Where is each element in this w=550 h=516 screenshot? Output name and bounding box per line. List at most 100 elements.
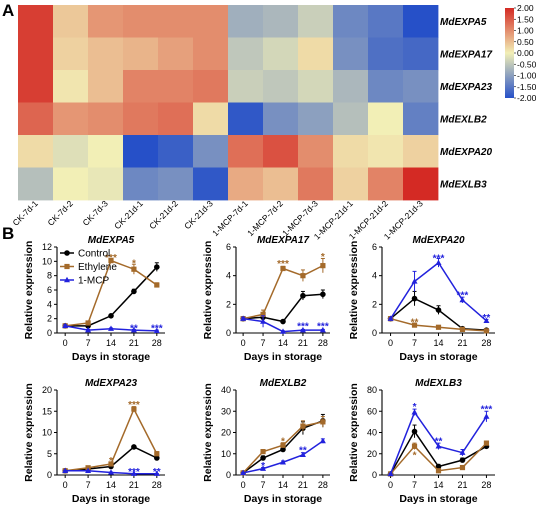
heatmap-cell xyxy=(18,167,54,201)
heatmap-column-label: CK-7d-1 xyxy=(10,198,40,228)
data-point xyxy=(260,449,266,455)
x-tick-label: 28 xyxy=(481,480,491,490)
significance-marker: ** xyxy=(299,446,307,457)
series-Ethylene xyxy=(240,257,326,322)
x-axis-label: Days in storage xyxy=(72,493,150,505)
colorbar-tick-label: 0.00 xyxy=(517,48,534,58)
chart-title: MdEXPA23 xyxy=(85,378,137,389)
significance-marker: *** xyxy=(151,324,163,335)
data-point xyxy=(280,265,286,272)
y-tick-label: 20 xyxy=(42,385,52,395)
x-tick-label: 7 xyxy=(261,480,266,490)
heatmap-cell xyxy=(228,135,264,168)
significance-marker: *** xyxy=(128,400,140,411)
significance-marker: ** xyxy=(411,317,419,328)
x-tick-label: 0 xyxy=(241,480,246,490)
colorbar-tick-label: 0.50 xyxy=(517,37,534,47)
heatmap-cell xyxy=(53,5,89,38)
heatmap-cell xyxy=(18,102,54,136)
data-point xyxy=(280,318,286,325)
data-point xyxy=(108,313,114,319)
legend-label: Control xyxy=(78,249,110,260)
heatmap-column-label: CK-21d-3 xyxy=(182,198,215,231)
heatmap-column-label: CK-21d-2 xyxy=(147,198,180,231)
data-point xyxy=(240,469,247,476)
data-point xyxy=(64,263,70,270)
heatmap-cell xyxy=(158,167,194,201)
significance-marker: *** xyxy=(457,291,469,302)
heatmap-cell xyxy=(53,37,89,71)
chart-title: MdEXPA5 xyxy=(88,235,135,246)
data-point xyxy=(260,318,267,324)
colorbar-tick-label: 2.00 xyxy=(517,3,534,13)
y-tick-label: 0 xyxy=(226,470,231,480)
heatmap-cell xyxy=(333,102,369,136)
x-axis-label: Days in storage xyxy=(72,351,150,363)
data-point xyxy=(62,322,69,329)
data-point xyxy=(280,442,286,448)
x-tick-label: 21 xyxy=(129,480,139,490)
data-point xyxy=(435,463,442,470)
heatmap-row-label: MdEXPA5 xyxy=(440,17,487,28)
heatmap-cell xyxy=(228,70,264,103)
significance-marker: * xyxy=(281,436,285,447)
y-tick-label: 60 xyxy=(367,406,377,416)
heatmap-cell xyxy=(298,167,334,201)
x-tick-label: 14 xyxy=(106,338,116,348)
heatmap-cell xyxy=(193,5,229,38)
heatmap-row-label: MdEXPA23 xyxy=(440,82,492,93)
data-point xyxy=(483,328,490,334)
heatmap-cell xyxy=(263,70,299,103)
x-tick-label: 28 xyxy=(318,480,328,490)
heatmap-column-label: 1-MCP-7d-2 xyxy=(245,198,285,238)
heatmap-cell xyxy=(18,37,54,71)
legend-label: Ethylene xyxy=(78,262,117,273)
data-point xyxy=(411,278,418,284)
heatmap-cell xyxy=(403,167,439,201)
heatmap-cell xyxy=(403,135,439,168)
data-point xyxy=(459,296,466,303)
series-1-MCP xyxy=(387,408,490,477)
significance-marker: * xyxy=(109,456,113,467)
line-chart-MdEXPA20: MdEXPA20 0 2 4 6 0 7 14 21 28 Days in storage Relat… xyxy=(348,235,495,363)
data-point xyxy=(260,465,267,471)
x-axis-label: Days in storage xyxy=(399,351,477,363)
data-point xyxy=(131,444,137,450)
y-tick-label: 4 xyxy=(47,299,52,309)
data-point xyxy=(299,326,306,333)
series-Ethylene xyxy=(387,316,490,334)
colorbar-tick-label: 1.50 xyxy=(517,14,534,24)
heatmap-cell xyxy=(158,70,194,103)
y-tick-label: 2 xyxy=(226,299,231,309)
x-tick-label: 14 xyxy=(278,480,288,490)
data-point xyxy=(280,328,286,334)
heatmap-cell xyxy=(333,70,369,103)
panel-label-a: A xyxy=(2,1,14,20)
series-1-MCP xyxy=(62,467,160,476)
heatmap-row-label: MdEXPA17 xyxy=(440,49,492,60)
heatmap-cell xyxy=(403,37,439,71)
data-point xyxy=(411,443,418,449)
data-point xyxy=(300,273,306,279)
x-tick-label: 7 xyxy=(412,338,417,348)
heatmap-column-label: CK-7d-3 xyxy=(80,198,110,228)
series-Control xyxy=(240,289,326,325)
data-point xyxy=(260,311,266,317)
heatmap-cell xyxy=(368,135,404,168)
heatmap-column-label: CK-21d-1 xyxy=(112,198,145,231)
data-point xyxy=(459,326,466,333)
data-point xyxy=(154,455,160,461)
y-tick-label: 40 xyxy=(221,385,231,395)
colorbar-tick-label: -0.50 xyxy=(517,59,537,69)
heatmap-cell xyxy=(333,37,369,71)
data-point xyxy=(153,470,160,476)
significance-marker: *** xyxy=(105,253,117,264)
significance-marker: * xyxy=(413,450,417,461)
heatmap-cell xyxy=(123,70,159,103)
x-tick-label: 21 xyxy=(457,480,467,490)
x-tick-label: 7 xyxy=(86,338,91,348)
series-1-MCP xyxy=(240,315,326,334)
data-point xyxy=(435,443,442,449)
x-tick-label: 28 xyxy=(318,338,328,348)
